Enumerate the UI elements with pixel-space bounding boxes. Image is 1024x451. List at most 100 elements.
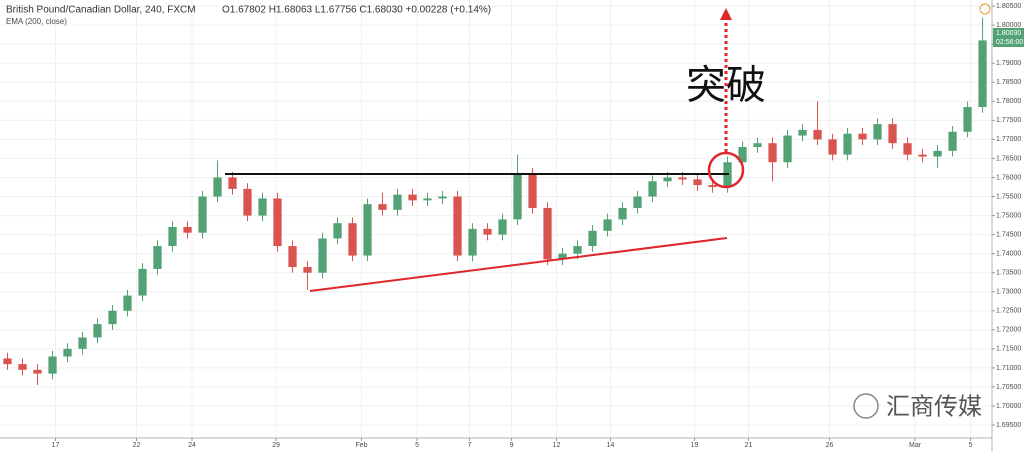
x-tick-label: 24 [188, 442, 196, 449]
y-tick-label: 1.75500 [996, 193, 1021, 200]
candle-body [423, 198, 432, 201]
candle-body [243, 188, 252, 216]
x-tick-label: 9 [510, 442, 514, 449]
y-tick-label: 1.77500 [996, 117, 1021, 124]
candle-body [138, 268, 147, 296]
candle-body [843, 133, 852, 155]
candle-body [213, 177, 222, 197]
arrow-head [720, 8, 732, 20]
y-tick-label: 1.75000 [996, 212, 1021, 219]
y-tick-label: 1.76500 [996, 155, 1021, 162]
candle-body [858, 133, 867, 140]
candle-body [468, 228, 477, 256]
candle-body [483, 228, 492, 235]
candle-body [303, 266, 312, 273]
wechat-icon [853, 393, 879, 419]
candle-body [918, 154, 927, 157]
ohlc-header: O1.67802 H1.68063 L1.67756 C1.68030 +0.0… [222, 5, 491, 16]
candle-body [633, 196, 642, 208]
candle-body [288, 246, 297, 267]
x-tick-label: 29 [272, 442, 280, 449]
x-tick-label: 12 [553, 442, 561, 449]
candle-body [63, 348, 72, 357]
candle-body [168, 226, 177, 247]
candle-body [438, 196, 447, 199]
candle-body [18, 364, 27, 370]
y-tick-label: 1.73500 [996, 270, 1021, 277]
candle-body [663, 177, 672, 182]
candle-body [573, 246, 582, 254]
y-tick-label: 1.72500 [996, 308, 1021, 315]
watermark: 汇商传媒 [886, 393, 982, 420]
candle-body [558, 253, 567, 260]
x-tick-label: 5 [969, 442, 973, 449]
y-tick-label: 1.73000 [996, 289, 1021, 296]
y-tick-label: 1.69500 [996, 422, 1021, 429]
candle-body [708, 185, 717, 188]
candle-body [513, 173, 522, 220]
y-tick-label: 1.71500 [996, 346, 1021, 353]
candle-body [528, 173, 537, 208]
y-tick-label: 1.71000 [996, 365, 1021, 372]
candle-body [48, 356, 57, 374]
candle-body [978, 40, 987, 108]
candle-body [93, 324, 102, 338]
y-tick-label: 1.80000 [996, 22, 1021, 29]
x-tick-label: 17 [52, 442, 60, 449]
candle-body [363, 204, 372, 256]
candle-body [348, 223, 357, 256]
y-tick-label: 1.79000 [996, 60, 1021, 67]
candle-body [888, 124, 897, 144]
candle-body [588, 230, 597, 247]
candle-body [603, 219, 612, 231]
candle-body [228, 177, 237, 189]
candle-body [798, 129, 807, 136]
candle-body [123, 295, 132, 311]
candle-body [258, 198, 267, 216]
candle-body [318, 238, 327, 273]
candle-body [498, 219, 507, 235]
candle-body [648, 181, 657, 197]
y-tick-label: 1.77000 [996, 136, 1021, 143]
indicator: EMA (200, close) [6, 17, 67, 26]
x-tick-label: Mar [909, 442, 922, 449]
y-tick-label: 1.74500 [996, 231, 1021, 238]
candle-body [183, 226, 192, 233]
candle-body [153, 246, 162, 269]
candle-body [378, 204, 387, 210]
candle-body [678, 177, 687, 180]
candle-body [948, 131, 957, 151]
candle-body [693, 179, 702, 186]
alert-icon [979, 3, 991, 15]
y-tick-label: 1.76000 [996, 174, 1021, 181]
candle-body [453, 196, 462, 256]
breakout-circle [707, 151, 745, 189]
annotation: 突破 [686, 64, 766, 108]
candle-body [393, 194, 402, 210]
y-tick-label: 1.80500 [996, 3, 1021, 10]
candle-body [408, 194, 417, 201]
y-tick-label: 1.74000 [996, 251, 1021, 258]
last-price: 1.80030 [996, 30, 1021, 37]
last-price-tag [993, 28, 1024, 47]
grid-layer [0, 0, 992, 438]
x-tick-label: 5 [415, 442, 419, 449]
candle-body [828, 139, 837, 155]
y-tick-label: 1.78500 [996, 79, 1021, 86]
y-tick-label: 1.70000 [996, 403, 1021, 410]
candle-body [933, 150, 942, 157]
candle-body [618, 207, 627, 220]
candle-body [33, 369, 42, 374]
axis-layer: 1.69500 1.70000 1.70500 1.71000 1.71500 1.720… [52, 3, 1022, 449]
x-tick-label: 21 [745, 442, 753, 449]
candle-body [333, 223, 342, 239]
x-tick-label: 22 [133, 442, 141, 449]
candle-body [738, 147, 747, 163]
x-tick-label: Feb [355, 442, 367, 449]
y-tick-label: 1.72000 [996, 327, 1021, 334]
candle-body [873, 124, 882, 140]
candle-body [903, 143, 912, 155]
candle-body [198, 196, 207, 233]
candle-body [543, 207, 552, 260]
